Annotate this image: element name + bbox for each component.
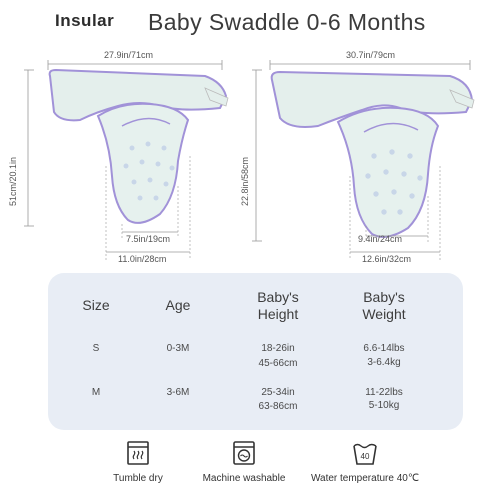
swaddle-illustrations: [24, 60, 475, 260]
care-water-temperature: 40 Water temperature 40℃: [306, 440, 424, 500]
tumble-dry-label: Tumble dry: [113, 473, 163, 484]
small-bottom-width-label: 11.0in/28cm: [118, 254, 167, 264]
large-bottom-width-label: 12.6in/32cm: [362, 254, 412, 264]
row-s-age: 0-3M: [166, 343, 190, 354]
small-height-label: 51cm/20.1in: [8, 156, 18, 206]
machine-washable-label: Machine washable: [202, 473, 286, 484]
row-m-weight-kg: 5-10kg: [368, 400, 400, 411]
row-s-weight-kg: 3-6.4kg: [367, 357, 401, 368]
row-s-weight-lbs: 6.6-14lbs: [363, 343, 405, 354]
size-chart-table: Size Age Baby's Height Baby's Weight S 0…: [48, 273, 463, 430]
water-temperature-label: Water temperature 40℃: [310, 473, 420, 484]
header-weight-line1: Baby's: [363, 289, 405, 305]
care-tumble-dry: Tumble dry: [98, 440, 178, 500]
row-m-height-cm: 63-86cm: [258, 401, 298, 412]
header-height-line1: Baby's: [257, 289, 299, 305]
header-age: Age: [165, 297, 191, 313]
row-s-size: S: [92, 343, 100, 354]
large-height-label: 22.8in/58cm: [240, 156, 250, 206]
tumble-dry-icon: [127, 441, 149, 465]
care-machine-washable: Machine washable: [189, 440, 299, 500]
header-height-line2: Height: [257, 306, 299, 322]
thermometer-icon: 40: [353, 443, 377, 465]
header-weight-line2: Weight: [362, 306, 406, 322]
brand-logo: Insular: [55, 11, 115, 30]
page-title: Baby Swaddle 0-6 Months: [148, 9, 426, 35]
row-s-height-cm: 45-66cm: [258, 358, 298, 369]
temperature-badge: 40: [361, 452, 370, 461]
row-m-age: 3-6M: [166, 387, 190, 398]
swaddle-diagrams: 27.9in/71cm 51cm/20.1in 7.5in/19cm 11.0i…: [0, 46, 500, 274]
small-top-width-label: 27.9in/71cm: [104, 50, 154, 60]
swaddle-small-illustration: [24, 60, 229, 260]
header-size: Size: [82, 297, 110, 313]
row-m-weight-lbs: 11-22lbs: [365, 387, 403, 398]
large-inner-width-label: 9.4in/24cm: [358, 234, 403, 244]
row-s-height-in: 18-26in: [261, 343, 295, 354]
swaddle-large-illustration: [252, 60, 475, 260]
header: Insular Baby Swaddle 0-6 Months: [0, 0, 500, 46]
row-m-size: M: [91, 387, 101, 398]
washing-machine-icon: [233, 441, 255, 465]
row-m-height-in: 25-34in: [261, 387, 295, 398]
large-top-width-label: 30.7in/79cm: [346, 50, 396, 60]
small-inner-width-label: 7.5in/19cm: [126, 234, 171, 244]
